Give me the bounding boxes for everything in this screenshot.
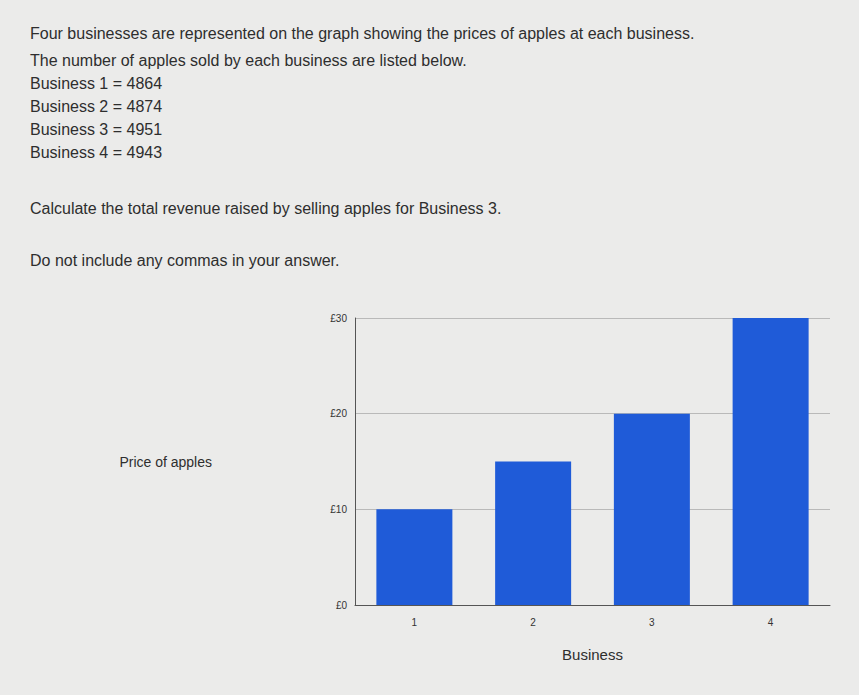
svg-text:4: 4 — [768, 617, 774, 628]
svg-text:£20: £20 — [330, 408, 347, 419]
svg-text:2: 2 — [530, 617, 536, 628]
html-text:Business 4 = 4943: Business 4 = 4943 — [30, 144, 163, 161]
html-text:Calculate the total revenue ra: Calculate the total revenue raised by se… — [30, 200, 502, 217]
html-text:The number of apples sold by e: The number of apples sold by each busine… — [30, 52, 467, 69]
svg-text:1: 1 — [412, 617, 418, 628]
svg-text:£10: £10 — [330, 504, 347, 515]
svg-text:3: 3 — [649, 617, 655, 628]
html-text:Business 1 = 4864: Business 1 = 4864 — [30, 75, 163, 92]
html-text:Four businesses are represente: Four businesses are represented on the g… — [30, 25, 695, 42]
html-text:Business 2 = 4874: Business 2 = 4874 — [30, 98, 163, 115]
html-text:Do not include any commas in y: Do not include any commas in your answer… — [30, 252, 340, 269]
svg-text:Business: Business — [562, 646, 623, 663]
svg-text:£0: £0 — [336, 600, 348, 611]
svg-text:Price of apples: Price of apples — [119, 454, 212, 470]
svg-text:£30: £30 — [330, 313, 347, 324]
html-text:Business 3 = 4951: Business 3 = 4951 — [30, 121, 163, 138]
